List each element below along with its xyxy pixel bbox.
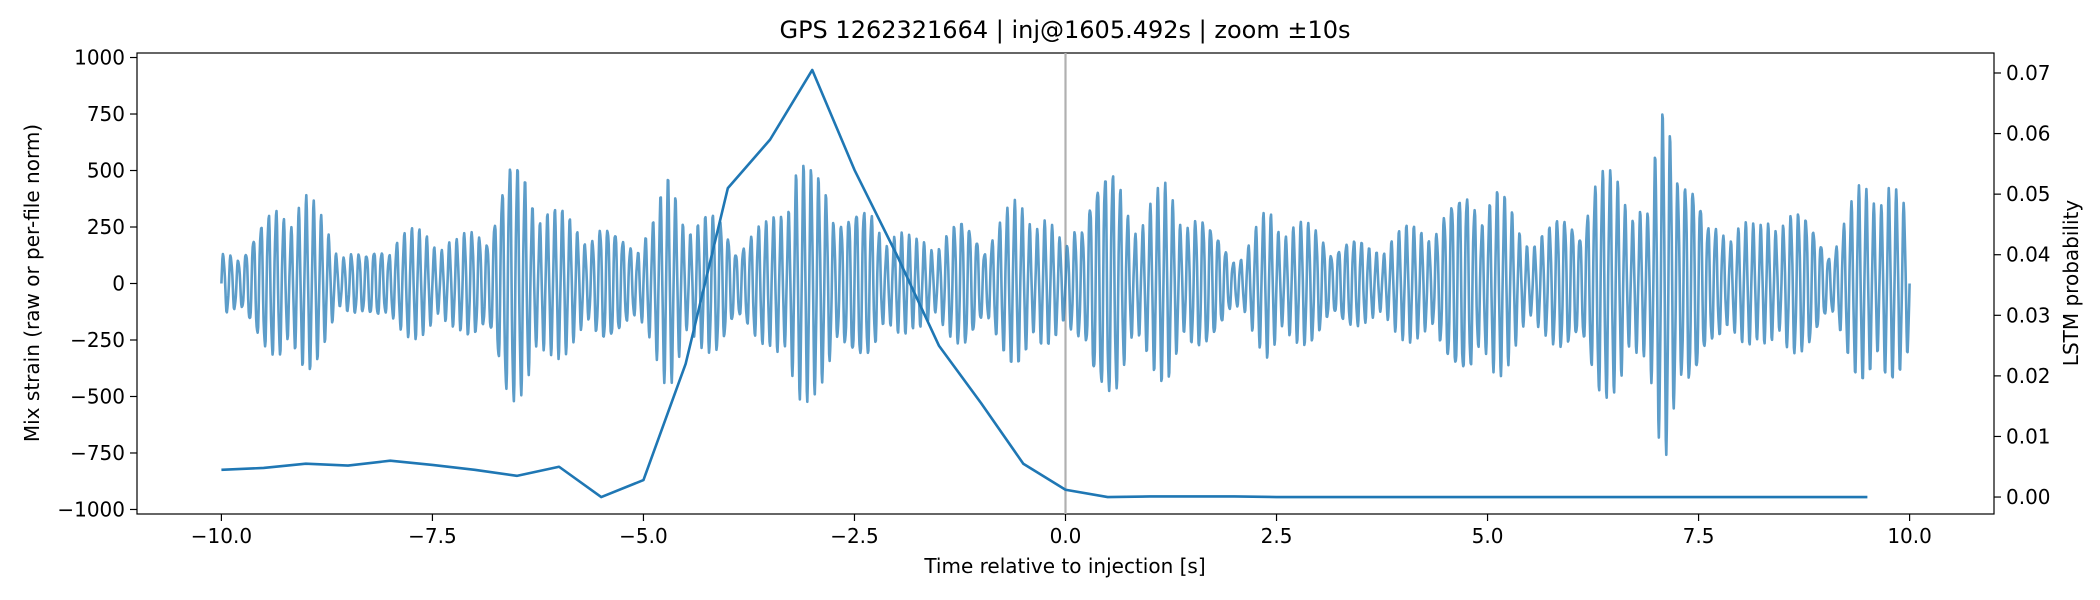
y-left-tick-label: 500 [87,159,125,183]
y-left-tick-label: −1000 [57,497,125,521]
x-tick-label: −10.0 [191,524,252,548]
y-left-tick-label: −250 [70,328,125,352]
y-right-tick-label: 0.04 [2006,243,2051,267]
x-tick-label: −7.5 [408,524,457,548]
x-tick-label: −5.0 [619,524,668,548]
y-left-axis-ticks: 1000 750 500 250 0 −250 −500 −750 −1000 [57,46,137,521]
x-tick-label: 0.0 [1050,524,1082,548]
x-tick-label: 10.0 [1887,524,1932,548]
x-tick-label: −2.5 [830,524,879,548]
x-axis-ticks: −10.0 −7.5 −5.0 −2.5 0.0 2.5 5.0 7.5 10.0 [191,514,1932,548]
y-left-tick-label: 0 [112,272,125,296]
y-right-tick-label: 0.03 [2006,303,2051,327]
x-tick-label: 5.0 [1472,524,1504,548]
y-right-tick-label: 0.05 [2006,182,2051,206]
y-right-tick-label: 0.00 [2006,485,2051,509]
y-right-tick-label: 0.06 [2006,122,2051,146]
y-left-tick-label: 250 [87,215,125,239]
plot-area [136,52,1995,515]
y-left-tick-label: 750 [87,102,125,126]
lstm-probability-series-line [221,68,1868,499]
y-left-tick-label: −500 [70,384,125,408]
y-right-axis-ticks: 0.07 0.06 0.05 0.04 0.03 0.02 0.01 0.00 [1994,61,2051,509]
y-left-axis-label: Mix strain (raw or per-file norm) [20,124,44,442]
y-right-axis-label: LSTM probability [2059,200,2083,367]
y-left-tick-label: 1000 [74,46,125,70]
y-left-tick-label: −750 [70,441,125,465]
y-right-tick-label: 0.02 [2006,364,2051,388]
chart-title: GPS 1262321664 | inj@1605.492s | zoom ±1… [779,16,1350,44]
y-right-tick-label: 0.07 [2006,61,2051,85]
x-tick-label: 2.5 [1261,524,1293,548]
y-right-tick-label: 0.01 [2006,424,2051,448]
strain-series-line [220,113,1911,457]
x-axis-label: Time relative to injection [s] [923,554,1205,578]
x-tick-label: 7.5 [1683,524,1715,548]
